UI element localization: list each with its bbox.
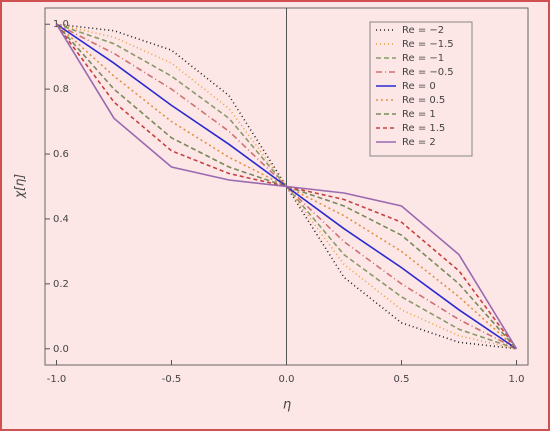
series-line	[56, 23, 517, 350]
y-tick-label: 0.4	[53, 214, 69, 225]
series-line	[55, 23, 518, 350]
x-tick-label: -0.5	[162, 374, 182, 385]
legend-label: Re = 2	[402, 137, 436, 148]
legend-label: Re = 1	[402, 109, 436, 120]
legend-label: Re = −2	[402, 25, 444, 36]
legend-label: Re = −0.5	[402, 67, 454, 78]
y-tick-label: 0.8	[53, 84, 69, 95]
y-tick-label: 0.0	[53, 344, 69, 355]
series-line	[55, 23, 518, 350]
x-tick-label: 0.5	[394, 374, 410, 385]
legend-label: Re = 0.5	[402, 95, 445, 106]
y-tick-label: 0.6	[53, 149, 69, 160]
legend-label: Re = −1	[402, 53, 444, 64]
legend-label: Re = −1.5	[402, 39, 454, 50]
legend-label: Re = 1.5	[402, 123, 445, 134]
series-line	[56, 23, 517, 350]
y-axis-label: χ[η]	[13, 174, 27, 199]
x-tick-label: 0.0	[279, 374, 295, 385]
legend-box	[369, 21, 473, 157]
series-line	[56, 23, 517, 350]
x-tick-label: -1.0	[47, 374, 67, 385]
y-tick-label: 0.2	[53, 279, 69, 290]
legend-label: Re = 0	[402, 81, 436, 92]
x-axis-label: η	[283, 398, 291, 413]
x-tick-label: 1.0	[509, 374, 525, 385]
series-line	[55, 23, 518, 350]
